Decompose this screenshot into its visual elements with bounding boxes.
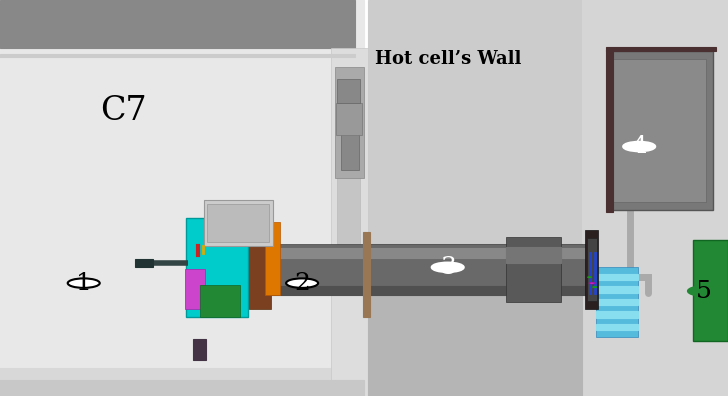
Bar [200,285,240,317]
Bar [596,311,638,318]
Bar [337,79,360,103]
Bar [0,0,364,396]
Ellipse shape [68,278,100,288]
Bar [269,244,586,295]
Bar [582,0,728,396]
Bar [207,204,269,242]
Bar [596,267,638,337]
Bar [0,368,364,396]
Bar [186,218,248,317]
Bar [337,79,360,277]
Bar [265,222,280,295]
Text: 1: 1 [76,272,92,295]
Ellipse shape [623,142,655,151]
Bar [249,230,271,309]
Bar [596,286,638,293]
Bar [596,299,638,305]
Ellipse shape [593,286,597,288]
Ellipse shape [589,282,595,284]
Bar [0,54,355,57]
Bar [135,259,153,267]
Bar [368,0,582,396]
Bar [506,237,561,302]
Bar [341,131,359,170]
Bar [331,48,368,396]
Bar [251,249,368,289]
Bar [585,230,598,309]
Bar [368,246,582,396]
Bar [596,324,638,330]
Ellipse shape [688,286,720,296]
Bar [506,247,561,263]
Bar [606,50,613,212]
Text: 5: 5 [696,280,712,303]
Bar [269,248,586,258]
Text: 3: 3 [440,256,456,279]
Ellipse shape [587,276,592,278]
Text: 4: 4 [631,135,647,158]
Bar [335,67,364,178]
Bar [269,286,586,295]
Bar [693,240,728,341]
Ellipse shape [286,278,318,288]
Bar [587,238,597,301]
Bar [608,51,713,210]
Bar [363,232,370,317]
Text: 2: 2 [294,272,310,295]
Bar [596,274,638,280]
Ellipse shape [432,263,464,272]
Bar [0,380,364,396]
Bar [606,47,716,51]
Bar [336,103,362,135]
Text: C7: C7 [100,95,147,127]
Bar [204,200,273,246]
Bar [193,339,206,360]
Bar [612,59,706,202]
Bar [185,269,205,309]
Text: Hot cell’s Wall: Hot cell’s Wall [375,50,521,69]
Bar [0,0,355,48]
Bar [368,244,582,249]
